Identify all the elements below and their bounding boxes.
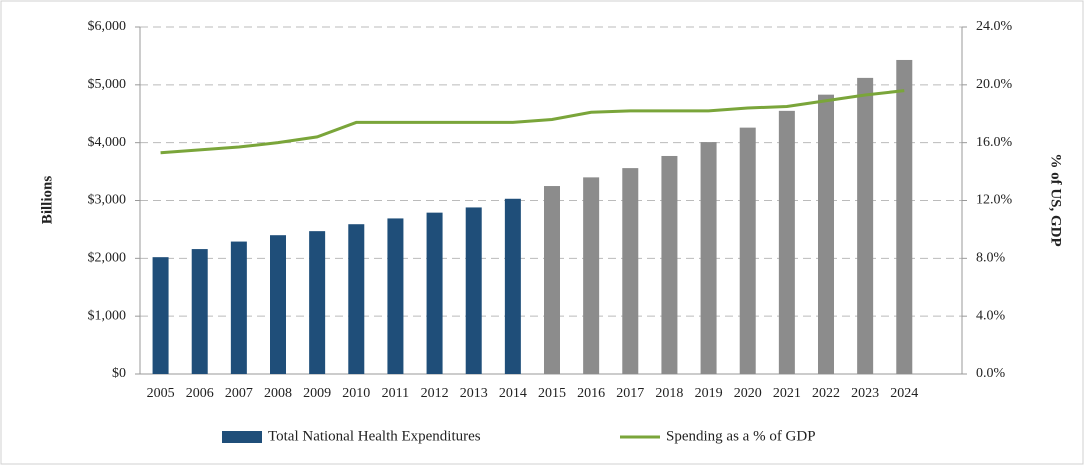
bar: [622, 168, 639, 374]
x-tick-label: 2006: [186, 386, 214, 401]
x-tick-label: 2017: [616, 386, 644, 401]
bar: [191, 249, 208, 374]
y-tick-label: $2,000: [88, 251, 127, 266]
bar: [583, 177, 600, 374]
bar: [230, 241, 247, 374]
y-tick-label: $6,000: [88, 19, 127, 34]
bar: [544, 186, 560, 374]
x-tick-label: 2020: [734, 386, 762, 401]
line: [160, 89, 905, 155]
legend-swatch: [222, 431, 262, 443]
bar: [270, 235, 286, 374]
bar: [309, 231, 326, 374]
bar: [426, 212, 443, 374]
x-tick-label: 2014: [499, 386, 527, 401]
x-tick-label: 2005: [147, 386, 175, 401]
y2-axis-title: % of US, GDP: [1048, 153, 1064, 246]
x-tick-label: 2018: [655, 386, 683, 401]
x-tick-label: 2013: [460, 386, 488, 401]
y2-tick-label: 8.0%: [976, 251, 1006, 266]
bar: [465, 207, 482, 374]
x-tick-label: 2019: [695, 386, 723, 401]
y-tick-label: $3,000: [88, 193, 127, 208]
y2-tick-label: 16.0%: [976, 135, 1013, 150]
y2-tick-label: 12.0%: [976, 193, 1013, 208]
y2-tick-label: 24.0%: [976, 19, 1013, 34]
x-tick-label: 2008: [264, 386, 292, 401]
x-tick-label: 2022: [812, 386, 840, 401]
bar: [504, 198, 521, 374]
bar: [857, 77, 874, 374]
bar: [387, 218, 404, 374]
bar: [700, 142, 717, 374]
y-tick-label: $0: [112, 366, 126, 381]
y2-tick-label: 4.0%: [976, 308, 1006, 323]
x-tick-label: 2015: [538, 386, 566, 401]
bar: [818, 94, 834, 374]
x-tick-label: 2007: [225, 386, 253, 401]
y2-tick-label: 20.0%: [976, 77, 1013, 92]
y-axis-title: Billions: [39, 176, 55, 225]
bar: [348, 224, 365, 374]
bar: [739, 127, 756, 374]
bar: [661, 155, 678, 374]
x-tick-label: 2009: [303, 386, 331, 401]
legend-label: Spending as a % of GDP: [666, 428, 816, 444]
x-tick-label: 2011: [382, 386, 409, 401]
x-tick-label: 2024: [890, 386, 918, 401]
y-tick-label: $5,000: [88, 77, 127, 92]
legend-label: Total National Health Expenditures: [268, 428, 481, 444]
bar: [152, 257, 169, 374]
bar: [896, 59, 913, 375]
x-tick-label: 2012: [421, 386, 449, 401]
bar: [778, 110, 795, 374]
y-tick-label: $4,000: [88, 135, 127, 150]
x-tick-label: 2023: [851, 386, 879, 401]
y2-tick-label: 0.0%: [976, 366, 1006, 381]
x-tick-label: 2010: [342, 386, 370, 401]
x-tick-label: 2016: [577, 386, 605, 401]
x-tick-label: 2021: [773, 386, 801, 401]
y-tick-label: $1,000: [88, 308, 127, 323]
